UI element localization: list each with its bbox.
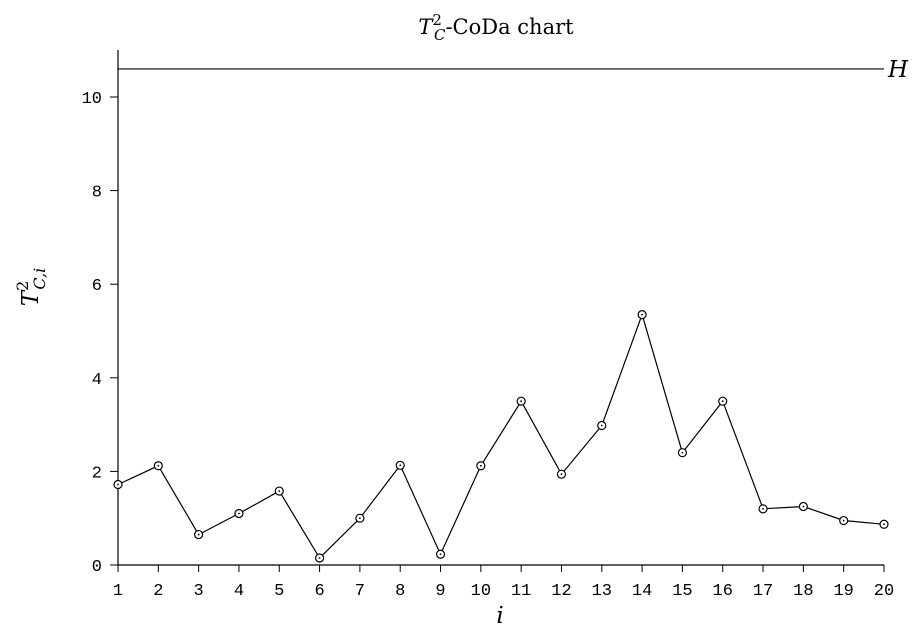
data-point-center (681, 451, 684, 454)
data-point-center (721, 400, 724, 403)
data-point-center (883, 523, 885, 526)
data-point-center (439, 553, 442, 556)
data-point-center (479, 464, 482, 467)
x-tick-label: 3 (194, 582, 204, 601)
x-tick-label: 14 (632, 582, 652, 601)
control-limit-label: H (887, 57, 909, 83)
data-point-center (278, 490, 281, 492)
y-tick-label: 0 (92, 558, 102, 577)
x-tick-label: 12 (551, 582, 571, 601)
x-tick-label: 2 (153, 582, 163, 601)
x-tick-label: 13 (592, 582, 612, 601)
x-tick-label: 19 (833, 582, 853, 601)
x-tick-label: 7 (355, 582, 365, 601)
data-point-center (157, 464, 160, 467)
y-tick-label: 8 (92, 184, 102, 203)
series-line (117, 312, 885, 559)
x-tick-label: 15 (672, 582, 692, 601)
y-tick-label: 10 (82, 90, 102, 109)
data-point-center (117, 483, 119, 486)
x-tick-label: 16 (713, 582, 733, 601)
chart-title: T2 C-CoDa chart (418, 11, 574, 44)
data-point-center (641, 313, 644, 316)
data-point-center (399, 464, 402, 467)
x-tick-label: 11 (511, 582, 531, 601)
data-point-center (520, 400, 523, 403)
data-point-center (762, 507, 764, 510)
plot-area: H (113, 57, 909, 563)
x-tick-label: 8 (395, 582, 405, 601)
data-point-center (842, 519, 845, 522)
data-point-center (802, 505, 805, 508)
y-axis-label: T2C,i (13, 268, 49, 306)
x-tick-label: 9 (435, 582, 445, 601)
x-tick-label: 6 (314, 582, 324, 601)
data-point-center (560, 473, 563, 476)
x-tick-label: 17 (753, 582, 773, 601)
x-tick-label: 5 (274, 582, 284, 601)
x-tick-label: 4 (234, 582, 244, 601)
x-axis-label: i (496, 603, 503, 629)
data-point-center (318, 557, 321, 559)
data-point-center (197, 533, 200, 536)
x-tick-label: 18 (793, 582, 813, 601)
x-tick-label: 10 (471, 582, 491, 601)
x-tick-label: 20 (874, 582, 894, 601)
y-tick-label: 2 (92, 464, 102, 483)
data-point-center (358, 517, 361, 520)
y-tick-label: 6 (92, 277, 102, 296)
x-tick-label: 1 (113, 582, 123, 601)
y-tick-label: 4 (92, 371, 102, 390)
data-point-center (238, 512, 240, 515)
data-point-center (600, 424, 603, 427)
